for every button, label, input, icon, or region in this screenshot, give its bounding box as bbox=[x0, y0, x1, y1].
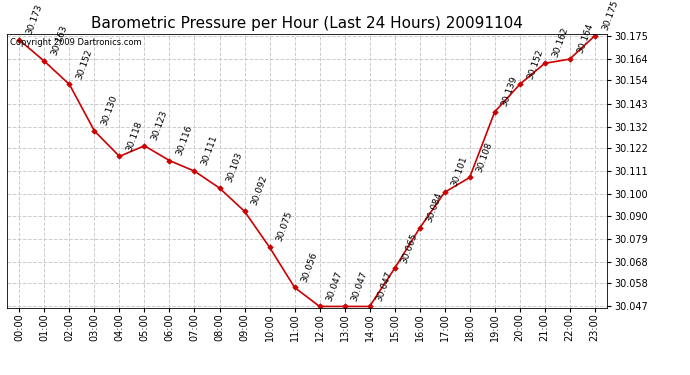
Text: 30.116: 30.116 bbox=[175, 124, 195, 156]
Text: 30.173: 30.173 bbox=[25, 3, 44, 36]
Text: 30.139: 30.139 bbox=[500, 75, 520, 108]
Text: 30.108: 30.108 bbox=[475, 141, 495, 173]
Text: 30.152: 30.152 bbox=[525, 48, 544, 80]
Text: 30.164: 30.164 bbox=[575, 22, 595, 55]
Text: 30.065: 30.065 bbox=[400, 231, 420, 264]
Text: 30.084: 30.084 bbox=[425, 191, 444, 224]
Text: 30.092: 30.092 bbox=[250, 174, 269, 207]
Text: 30.047: 30.047 bbox=[350, 270, 369, 302]
Text: 30.123: 30.123 bbox=[150, 109, 169, 142]
Text: 30.152: 30.152 bbox=[75, 48, 95, 80]
Text: 30.118: 30.118 bbox=[125, 119, 144, 152]
Text: 30.163: 30.163 bbox=[50, 24, 69, 57]
Text: 30.047: 30.047 bbox=[375, 270, 395, 302]
Text: 30.175: 30.175 bbox=[600, 0, 620, 32]
Text: 30.103: 30.103 bbox=[225, 151, 244, 184]
Text: 30.111: 30.111 bbox=[200, 134, 219, 167]
Text: 30.075: 30.075 bbox=[275, 210, 295, 243]
Text: 30.101: 30.101 bbox=[450, 155, 469, 188]
Text: 30.056: 30.056 bbox=[300, 251, 319, 283]
Title: Barometric Pressure per Hour (Last 24 Hours) 20091104: Barometric Pressure per Hour (Last 24 Ho… bbox=[91, 16, 523, 31]
Text: 30.130: 30.130 bbox=[100, 94, 119, 127]
Text: Copyright 2009 Dartronics.com: Copyright 2009 Dartronics.com bbox=[10, 38, 141, 47]
Text: 30.047: 30.047 bbox=[325, 270, 344, 302]
Text: 30.162: 30.162 bbox=[550, 27, 569, 59]
